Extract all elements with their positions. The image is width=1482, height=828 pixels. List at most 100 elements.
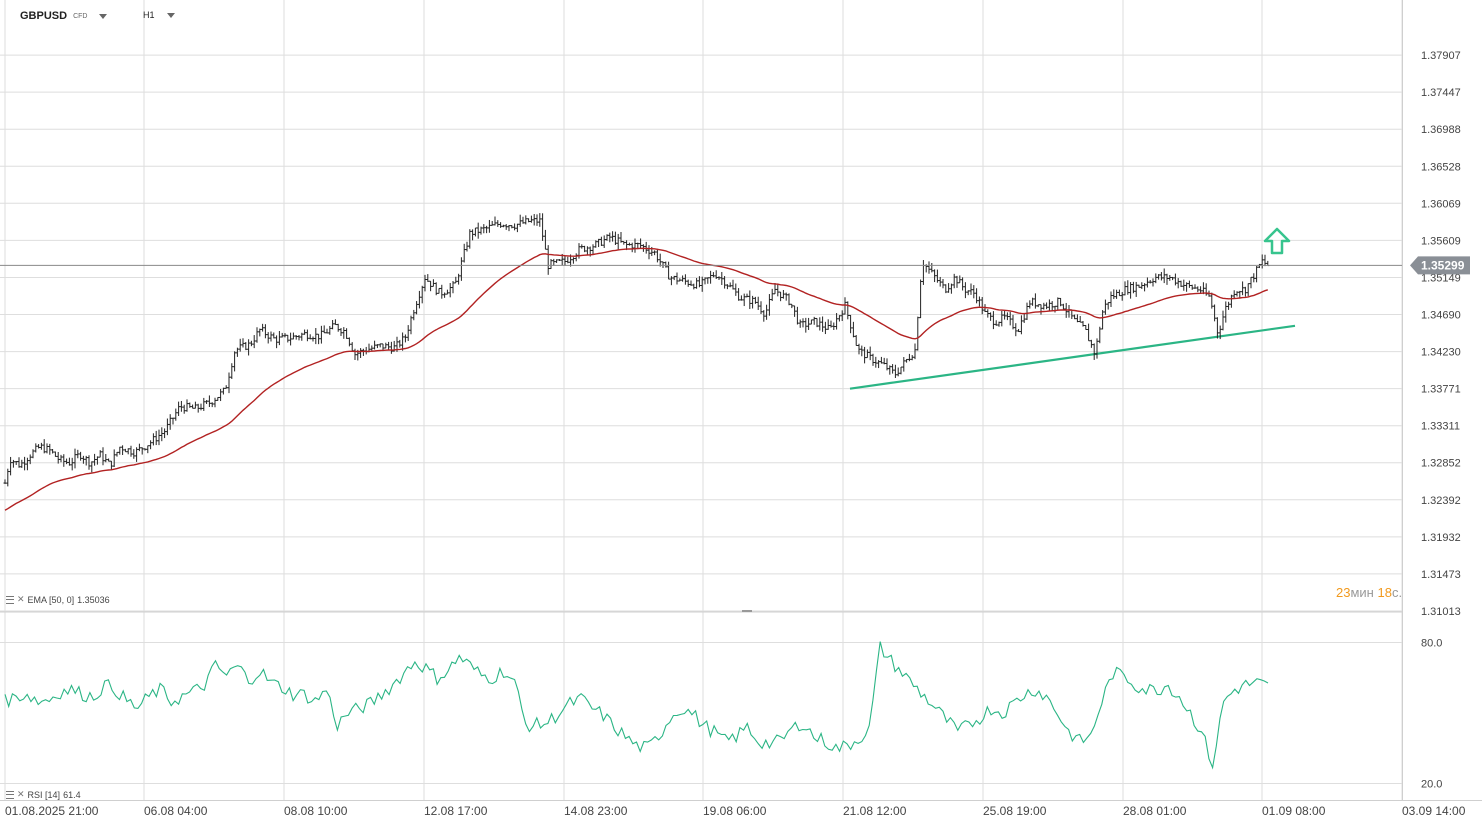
candle [681, 275, 685, 282]
candle [952, 273, 956, 289]
candle [678, 278, 682, 282]
candle [756, 296, 760, 310]
candle [1154, 273, 1158, 284]
x-tick-label: 28.08 01:00 [1123, 804, 1187, 818]
candle [944, 284, 948, 294]
ema-indicator-legend[interactable]: ✕ EMA [50, 0] 1.35036 [6, 594, 110, 605]
candle [473, 227, 477, 237]
ema-path [4, 247, 1269, 511]
candle [846, 301, 850, 320]
candle [269, 331, 273, 342]
candle [31, 449, 35, 459]
candle [893, 364, 897, 378]
candle [930, 262, 934, 273]
candle [406, 325, 410, 341]
candle [1221, 310, 1225, 331]
candle [1033, 293, 1037, 309]
candle [426, 274, 430, 282]
candle [331, 320, 335, 330]
trendline[interactable] [849, 324, 1296, 390]
candle [303, 329, 307, 335]
candle [216, 396, 220, 401]
candle [885, 358, 889, 371]
candle [686, 279, 690, 287]
candle [1196, 286, 1200, 293]
chevron-down-icon[interactable] [166, 12, 175, 18]
candle [135, 447, 139, 462]
symbol-selector[interactable]: GBPUSD CFD [20, 10, 108, 22]
candle [37, 444, 41, 449]
settings-icon[interactable] [6, 595, 14, 604]
candle [429, 280, 433, 292]
candle [647, 245, 651, 260]
candle [1115, 289, 1119, 299]
candle [1210, 292, 1214, 309]
candle [199, 403, 203, 411]
candle [163, 428, 167, 439]
candle [1031, 297, 1035, 306]
timeframe-selector[interactable]: H1 [143, 10, 175, 20]
candle [1120, 292, 1124, 301]
candle [1162, 268, 1166, 284]
candle [1249, 276, 1253, 289]
candle [479, 226, 483, 235]
candle [151, 433, 155, 446]
candle [849, 314, 853, 334]
candle [165, 418, 169, 436]
close-icon[interactable]: ✕ [17, 594, 25, 604]
candle [126, 448, 130, 455]
candle [118, 446, 122, 455]
candle [224, 385, 228, 389]
candle [1056, 297, 1060, 310]
candle [510, 225, 514, 229]
candle [720, 271, 724, 285]
candle [997, 321, 1001, 327]
candle [305, 329, 309, 342]
ema-line [4, 247, 1269, 511]
candle [1053, 305, 1057, 313]
candle [787, 293, 791, 306]
candle [980, 297, 984, 315]
candle [70, 457, 74, 471]
candle [1213, 304, 1217, 322]
candle [546, 245, 550, 275]
candle [854, 335, 858, 346]
candle [1075, 314, 1079, 323]
close-icon[interactable]: ✕ [17, 789, 25, 799]
countdown-seconds-unit: с. [1391, 585, 1403, 600]
candle [1218, 325, 1222, 340]
countdown-seconds: 18 [1377, 585, 1392, 600]
candle [185, 399, 189, 412]
candle [28, 454, 32, 465]
candle [1123, 281, 1127, 296]
candle [868, 346, 872, 361]
candle [1224, 301, 1228, 323]
candle [39, 442, 43, 450]
candle [1229, 294, 1233, 308]
candle [927, 261, 931, 274]
candle [823, 321, 827, 335]
candle [863, 346, 867, 364]
y-tick-label: 1.36988 [1421, 124, 1461, 136]
candle [902, 357, 906, 372]
candle [555, 259, 559, 264]
candle [994, 320, 998, 326]
candle [1201, 282, 1205, 295]
candle [137, 443, 141, 452]
candle [339, 327, 343, 336]
candle [1168, 274, 1172, 281]
chevron-down-icon[interactable] [99, 13, 108, 19]
x-tick-label: 06.08 04:00 [144, 804, 208, 818]
candle [275, 335, 279, 349]
x-tick-label: 21.08 12:00 [843, 804, 907, 818]
candle [1263, 254, 1267, 267]
candle [585, 246, 589, 255]
candle [1014, 323, 1018, 337]
candle [826, 319, 830, 330]
rsi-indicator-legend[interactable]: ✕ RSI [14] 61.4 [6, 789, 81, 800]
candle [325, 328, 329, 334]
settings-icon[interactable] [6, 790, 14, 799]
candle [1199, 286, 1203, 293]
candle [1182, 279, 1186, 291]
